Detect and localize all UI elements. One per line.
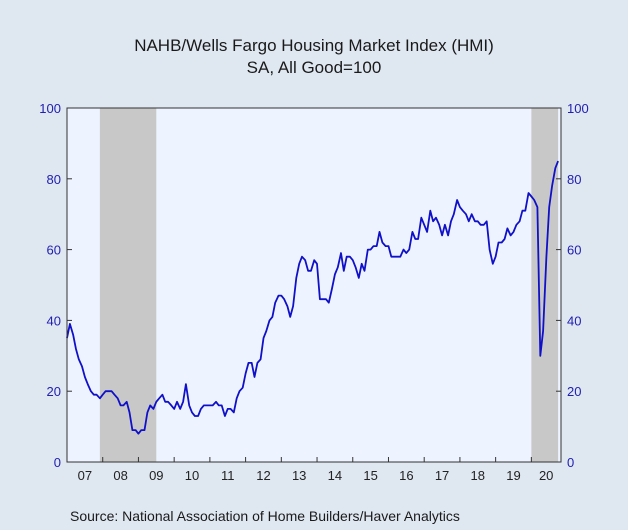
plot-frame	[66, 107, 562, 463]
source-note: Source: National Association of Home Bui…	[70, 508, 460, 524]
x-tick-label: 10	[185, 468, 199, 483]
y-tick-label-left: 60	[47, 243, 61, 258]
x-tick-label: 14	[328, 468, 342, 483]
x-tick-label: 16	[399, 468, 413, 483]
x-tick-label: 15	[363, 468, 377, 483]
x-tick-label: 18	[471, 468, 485, 483]
x-tick-label: 13	[292, 468, 306, 483]
y-tick-label-left: 40	[47, 313, 61, 328]
y-tick-label-right: 20	[567, 384, 581, 399]
x-tick-label: 09	[149, 468, 163, 483]
y-tick-label-left: 100	[39, 101, 61, 116]
x-tick-label: 11	[221, 468, 235, 483]
chart-subtitle: SA, All Good=100	[246, 58, 382, 77]
recession-band-1	[99, 108, 157, 462]
y-tick-label-left: 0	[54, 455, 61, 470]
x-tick-label: 17	[435, 468, 449, 483]
x-tick-label: 07	[78, 468, 92, 483]
y-tick-label-right: 60	[567, 243, 581, 258]
y-tick-label-right: 0	[567, 455, 574, 470]
y-tick-label-left: 80	[47, 172, 61, 187]
series-line	[66, 160, 559, 435]
x-tick-label: 20	[539, 468, 553, 483]
y-tick-label-right: 100	[567, 101, 589, 116]
y-tick-label-left: 20	[47, 384, 61, 399]
y-tick-label-right: 80	[567, 172, 581, 187]
y-tick-label-right: 40	[567, 313, 581, 328]
x-tick-label: 19	[506, 468, 520, 483]
chart-title: NAHB/Wells Fargo Housing Market Index (H…	[134, 36, 494, 55]
x-tick-label: 12	[256, 468, 270, 483]
x-tick-label: 08	[113, 468, 127, 483]
